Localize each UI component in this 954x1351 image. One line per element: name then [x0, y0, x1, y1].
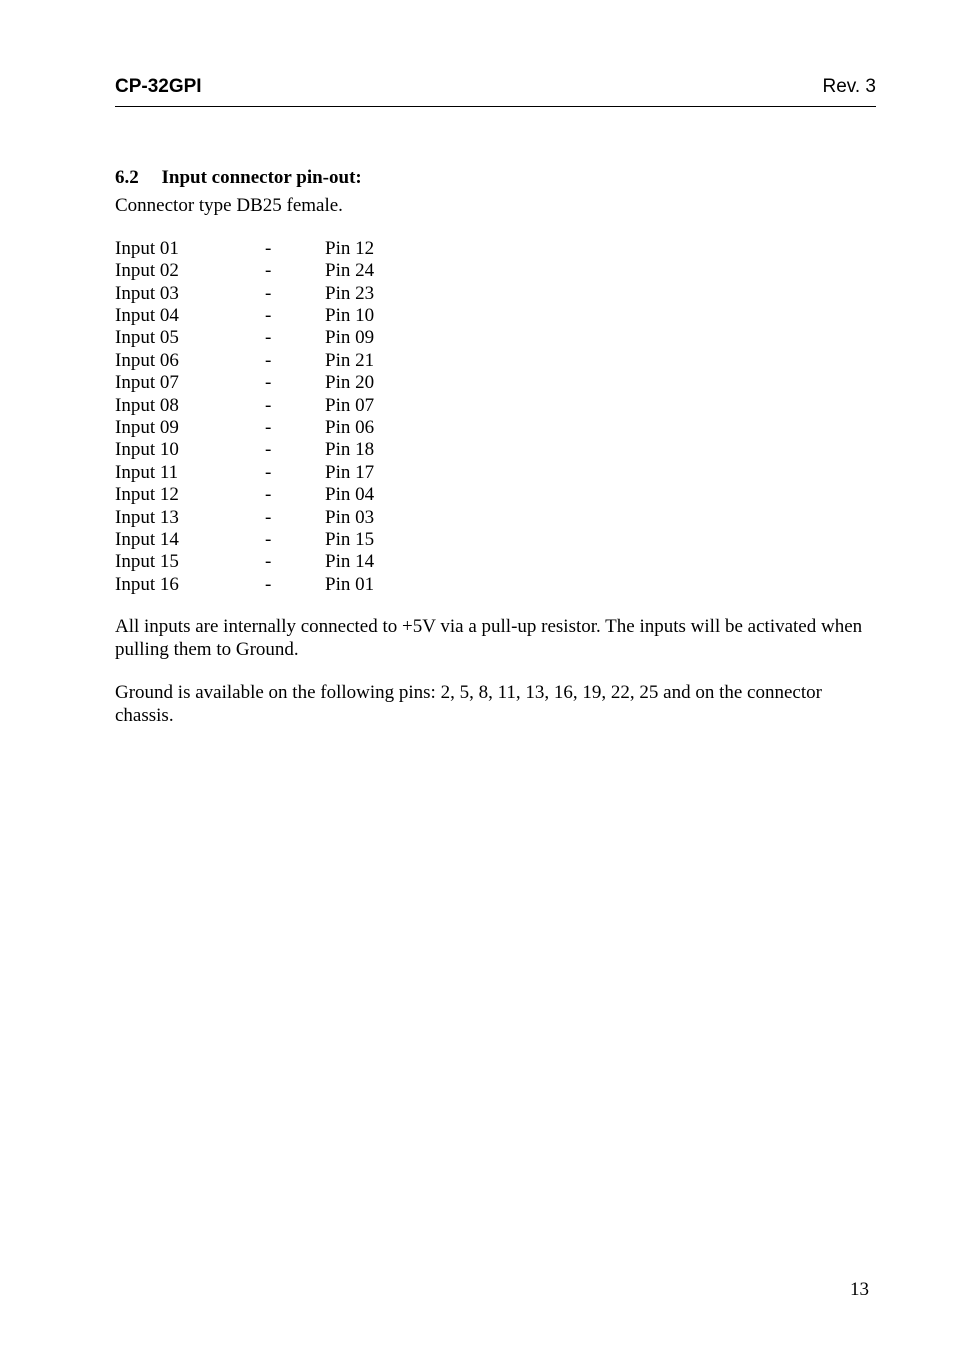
pin-cell: Pin 09 [325, 327, 425, 349]
table-row: Input 08-Pin 07 [115, 395, 876, 417]
pin-cell: Pin 07 [325, 395, 425, 417]
dash-cell: - [265, 260, 325, 282]
table-row: Input 11-Pin 17 [115, 462, 876, 484]
dash-cell: - [265, 551, 325, 573]
input-cell: Input 04 [115, 305, 265, 327]
table-row: Input 01-Pin 12 [115, 238, 876, 260]
table-row: Input 03-Pin 23 [115, 283, 876, 305]
dash-cell: - [265, 574, 325, 596]
table-row: Input 12-Pin 04 [115, 484, 876, 506]
pin-cell: Pin 14 [325, 551, 425, 573]
section-title: Input connector pin-out: [162, 167, 362, 188]
table-row: Input 05-Pin 09 [115, 327, 876, 349]
pin-cell: Pin 15 [325, 529, 425, 551]
table-row: Input 16-Pin 01 [115, 574, 876, 596]
page-number: 13 [850, 1279, 869, 1301]
dash-cell: - [265, 305, 325, 327]
paragraph-1: All inputs are internally connected to +… [115, 616, 876, 662]
input-cell: Input 05 [115, 327, 265, 349]
input-cell: Input 09 [115, 417, 265, 439]
header-rule [115, 106, 876, 107]
input-cell: Input 15 [115, 551, 265, 573]
dash-cell: - [265, 484, 325, 506]
input-cell: Input 12 [115, 484, 265, 506]
header-left: CP-32GPI [115, 76, 202, 98]
table-row: Input 07-Pin 20 [115, 372, 876, 394]
dash-cell: - [265, 327, 325, 349]
dash-cell: - [265, 372, 325, 394]
dash-cell: - [265, 462, 325, 484]
table-row: Input 14-Pin 15 [115, 529, 876, 551]
dash-cell: - [265, 417, 325, 439]
page-header: CP-32GPI Rev. 3 [115, 76, 876, 98]
dash-cell: - [265, 350, 325, 372]
pin-cell: Pin 17 [325, 462, 425, 484]
input-cell: Input 03 [115, 283, 265, 305]
input-cell: Input 01 [115, 238, 265, 260]
pin-cell: Pin 06 [325, 417, 425, 439]
pin-cell: Pin 10 [325, 305, 425, 327]
table-row: Input 15-Pin 14 [115, 551, 876, 573]
dash-cell: - [265, 507, 325, 529]
input-cell: Input 07 [115, 372, 265, 394]
table-row: Input 13-Pin 03 [115, 507, 876, 529]
dash-cell: - [265, 238, 325, 260]
paragraph-2: Ground is available on the following pin… [115, 682, 876, 728]
pin-cell: Pin 04 [325, 484, 425, 506]
table-row: Input 04-Pin 10 [115, 305, 876, 327]
pin-cell: Pin 24 [325, 260, 425, 282]
table-row: Input 09-Pin 06 [115, 417, 876, 439]
table-row: Input 06-Pin 21 [115, 350, 876, 372]
pin-cell: Pin 20 [325, 372, 425, 394]
input-cell: Input 13 [115, 507, 265, 529]
header-right: Rev. 3 [822, 76, 876, 98]
input-cell: Input 08 [115, 395, 265, 417]
pin-cell: Pin 12 [325, 238, 425, 260]
dash-cell: - [265, 529, 325, 551]
input-cell: Input 11 [115, 462, 265, 484]
section-number: 6.2 [115, 167, 139, 188]
dash-cell: - [265, 395, 325, 417]
input-cell: Input 02 [115, 260, 265, 282]
input-cell: Input 06 [115, 350, 265, 372]
section-heading: 6.2 Input connector pin-out: [115, 167, 876, 189]
table-row: Input 02-Pin 24 [115, 260, 876, 282]
pin-cell: Pin 21 [325, 350, 425, 372]
pin-cell: Pin 23 [325, 283, 425, 305]
input-cell: Input 16 [115, 574, 265, 596]
pin-table: Input 01-Pin 12 Input 02-Pin 24 Input 03… [115, 238, 876, 597]
pin-cell: Pin 01 [325, 574, 425, 596]
section-intro: Connector type DB25 female. [115, 195, 876, 218]
dash-cell: - [265, 283, 325, 305]
pin-cell: Pin 03 [325, 507, 425, 529]
table-row: Input 10-Pin 18 [115, 439, 876, 461]
pin-cell: Pin 18 [325, 439, 425, 461]
dash-cell: - [265, 439, 325, 461]
input-cell: Input 14 [115, 529, 265, 551]
input-cell: Input 10 [115, 439, 265, 461]
